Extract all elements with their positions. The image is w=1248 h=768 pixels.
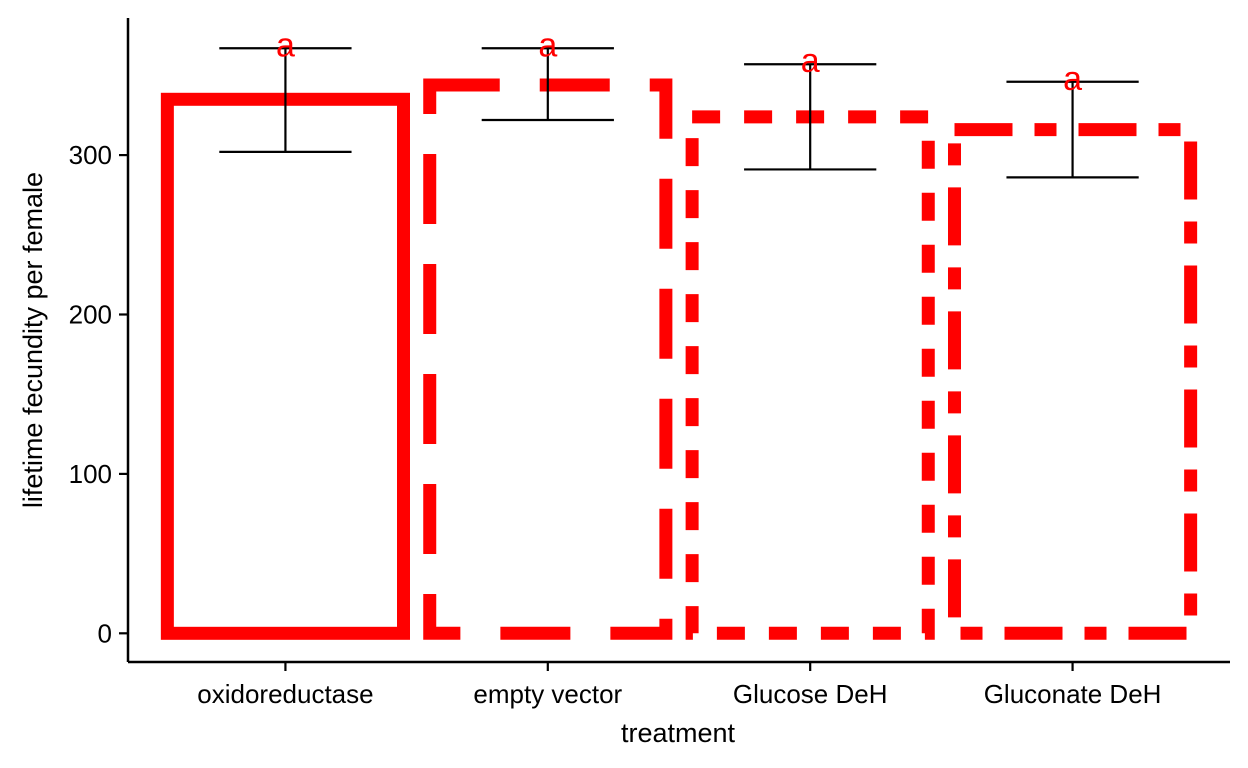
axes-layer <box>126 18 1230 664</box>
y-tick-label: 100 <box>69 459 112 489</box>
significance-label: a <box>801 42 820 80</box>
bar-oxidoreductase <box>160 92 410 640</box>
bar-gluconate-deh <box>948 123 1198 640</box>
y-axis-title: lifetime fecundity per female <box>18 172 48 508</box>
y-tick-label: 200 <box>69 299 112 329</box>
x-tick-label: oxidoreductase <box>197 679 373 709</box>
bars-layer <box>160 78 1198 640</box>
y-tick-label: 0 <box>98 618 112 648</box>
y-tick-label: 300 <box>69 140 112 170</box>
significance-label: a <box>1063 60 1082 98</box>
ticks-layer: 0 100 200 300 oxidoreductase empty vector Gluc… <box>69 140 1162 709</box>
error-bars-layer <box>219 47 1139 179</box>
x-tick-label: Glucose DeH <box>733 679 888 709</box>
significance-label: a <box>538 26 557 64</box>
x-tick-label: Gluconate DeH <box>984 679 1162 709</box>
bar-empty-vector <box>423 78 673 640</box>
significance-label: a <box>276 26 295 64</box>
bar-glucose-deh <box>685 110 935 640</box>
x-axis-title: treatment <box>621 718 736 748</box>
x-tick-label: empty vector <box>473 679 622 709</box>
